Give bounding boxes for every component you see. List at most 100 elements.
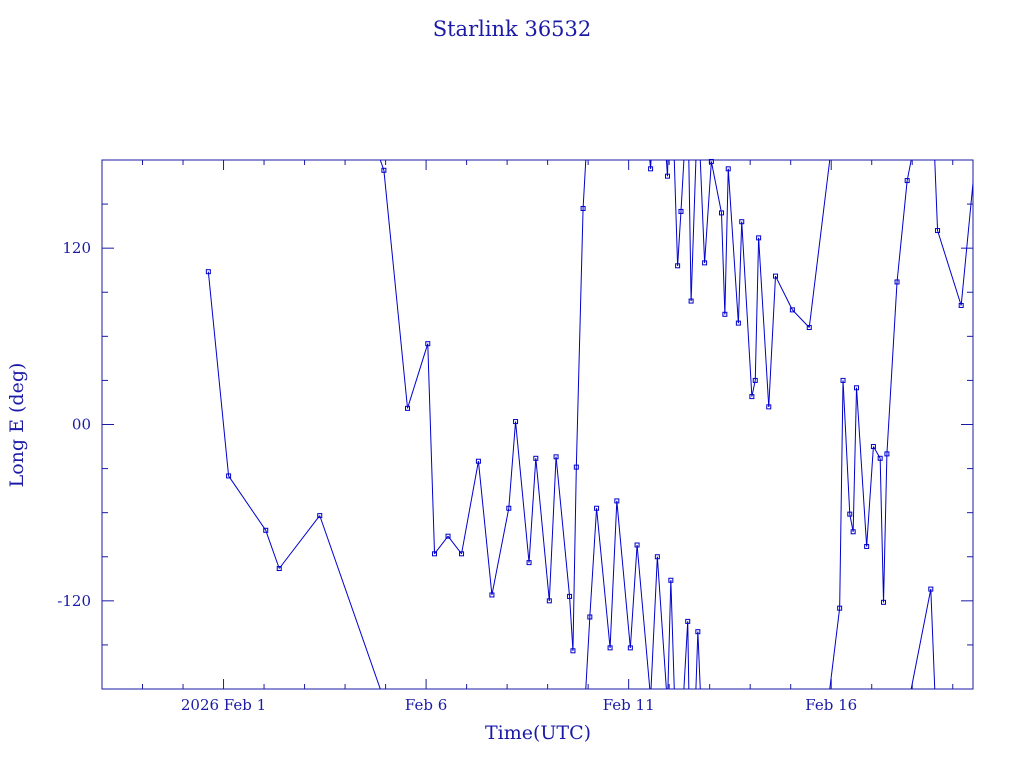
data-point	[935, 228, 941, 234]
series-segment	[768, 276, 777, 407]
series-segment	[555, 456, 571, 597]
data-point	[263, 527, 269, 533]
series-segment	[879, 458, 885, 603]
data-point	[546, 598, 552, 604]
data-point	[881, 599, 887, 605]
series-segment	[896, 180, 908, 283]
series-segment	[741, 221, 753, 397]
series-segment	[1012, 160, 1014, 242]
series-segment	[629, 544, 638, 648]
data-point	[607, 645, 613, 651]
series-segment	[985, 676, 986, 689]
series-segment	[548, 456, 557, 601]
series-segment	[992, 160, 994, 291]
data-point	[594, 505, 600, 511]
data-point	[756, 235, 762, 241]
series-segment	[427, 343, 436, 554]
series-segment	[683, 621, 689, 689]
data-point	[570, 648, 576, 654]
series-segment	[754, 237, 760, 381]
series-segment	[775, 275, 793, 311]
data-point	[789, 307, 795, 313]
series-segment	[751, 380, 756, 397]
data-point	[749, 394, 755, 400]
series-segment	[792, 309, 810, 328]
data-point	[276, 566, 282, 572]
series-segment	[906, 160, 912, 181]
data-point	[553, 454, 559, 460]
data-point	[675, 263, 681, 269]
series-segment	[960, 177, 973, 306]
series-segment	[1002, 520, 1009, 689]
series-segment	[886, 281, 898, 454]
series-segment	[673, 160, 679, 266]
series-segment	[656, 556, 667, 689]
series-segment	[720, 212, 726, 315]
series-segment	[1014, 655, 1015, 689]
series-segment	[849, 514, 854, 532]
x-axis-label: Time(UTC)	[485, 722, 591, 744]
data-point	[506, 505, 512, 511]
series-segment	[883, 453, 888, 603]
series-segment	[319, 515, 381, 689]
data-point	[445, 533, 451, 539]
data-point	[425, 341, 431, 347]
series-segment	[975, 660, 978, 689]
series-segment	[695, 631, 699, 689]
data-point	[513, 419, 519, 425]
y-axis-label: Long E (deg)	[6, 363, 28, 488]
data-point	[614, 498, 620, 504]
x-tick-labels: 2026 Feb 1 Feb 6 Feb 11 Feb 16	[181, 696, 857, 714]
series-segment	[278, 515, 321, 569]
series-segment	[937, 230, 962, 306]
data-point	[718, 210, 724, 216]
y-tick-label: 120	[62, 239, 91, 257]
data-point	[854, 385, 860, 391]
data-point	[678, 208, 684, 214]
data-point	[840, 377, 846, 383]
series-segment	[575, 208, 584, 468]
series-segment	[998, 160, 999, 217]
series-segment	[934, 160, 939, 231]
data-point	[648, 166, 654, 172]
series-segment	[535, 458, 550, 601]
x-tick-label: Feb 6	[405, 696, 447, 714]
data-point	[722, 311, 728, 317]
series-segment	[710, 161, 722, 213]
data-point	[654, 554, 660, 560]
series-segment	[680, 160, 685, 212]
y-tick-labels: 120 00 -120	[57, 239, 91, 610]
series-segment	[407, 343, 429, 409]
data-point	[847, 511, 853, 517]
data-point	[668, 577, 674, 583]
data-point	[928, 586, 934, 592]
series-segment	[207, 271, 230, 476]
series-segment	[636, 544, 651, 689]
series-segment	[477, 461, 493, 596]
data-point	[459, 551, 465, 557]
series-segment	[228, 475, 267, 531]
data-point	[837, 605, 843, 611]
data-point	[773, 273, 779, 279]
data-point	[894, 279, 900, 285]
series-segment	[585, 616, 591, 689]
series-segment	[697, 631, 701, 689]
y-tick-label: 00	[72, 416, 91, 434]
series-segment	[727, 168, 739, 324]
series-segment	[688, 160, 692, 302]
data-point	[877, 455, 883, 461]
series-segment	[985, 160, 988, 214]
data-point	[405, 405, 411, 411]
data-point	[587, 614, 593, 620]
series-segment	[839, 380, 844, 609]
data-point	[567, 593, 573, 599]
series-lines	[207, 160, 1015, 689]
axis-ticks	[101, 159, 973, 690]
series-segment	[515, 421, 530, 563]
data-point	[752, 377, 758, 383]
series-layer	[205, 158, 1015, 689]
series-segment	[993, 573, 995, 689]
data-point	[904, 178, 910, 184]
series-segment	[447, 535, 462, 555]
